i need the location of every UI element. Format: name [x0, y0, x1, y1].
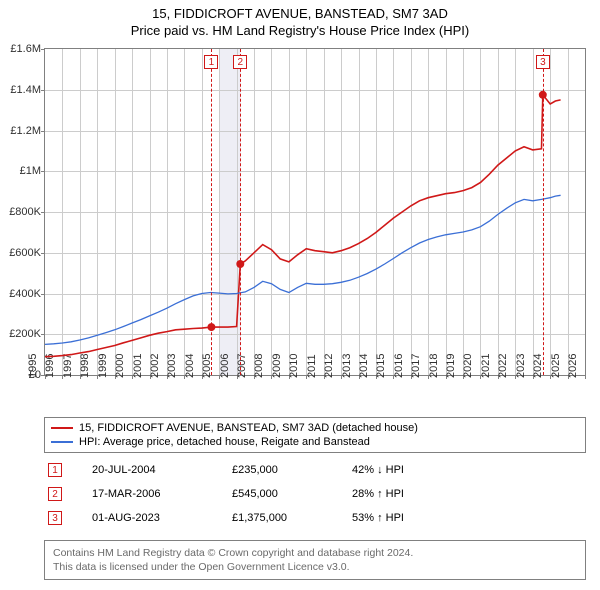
footer-line-2: This data is licensed under the Open Gov… [53, 560, 577, 574]
legend-label: HPI: Average price, detached house, Reig… [79, 436, 370, 448]
y-axis-label: £200K [9, 328, 41, 340]
legend-row: HPI: Average price, detached house, Reig… [51, 435, 579, 449]
y-axis-label: £400K [9, 288, 41, 300]
event-dashed-line [240, 49, 241, 375]
y-axis-label: £800K [9, 206, 41, 218]
event-marker-box: 3 [536, 55, 550, 69]
footer-attribution: Contains HM Land Registry data © Crown c… [44, 540, 586, 580]
chart-svg [45, 49, 585, 375]
event-row: 2 17-MAR-2006 £545,000 28% ↑ HPI [44, 482, 586, 506]
events-table: 1 20-JUL-2004 £235,000 42% ↓ HPI 2 17-MA… [44, 458, 586, 530]
event-date: 17-MAR-2006 [92, 488, 232, 500]
legend-swatch [51, 427, 73, 429]
y-axis-label: £1.4M [10, 84, 41, 96]
event-pct: 28% ↑ HPI [352, 488, 586, 500]
legend-label: 15, FIDDICROFT AVENUE, BANSTEAD, SM7 3AD… [79, 422, 418, 434]
event-dashed-line [543, 49, 544, 375]
event-price: £235,000 [232, 464, 352, 476]
event-price: £1,375,000 [232, 512, 352, 524]
title-line-1: 15, FIDDICROFT AVENUE, BANSTEAD, SM7 3AD [0, 6, 600, 23]
x-axis-label: 1995 [27, 354, 39, 378]
series-property [45, 95, 561, 357]
x-tick [585, 375, 586, 379]
title-line-2: Price paid vs. HM Land Registry's House … [0, 23, 600, 40]
event-marker-box: 1 [204, 55, 218, 69]
event-pct: 42% ↓ HPI [352, 464, 586, 476]
event-date: 01-AUG-2023 [92, 512, 232, 524]
event-dashed-line [211, 49, 212, 375]
y-axis-label: £1M [20, 165, 41, 177]
event-date: 20-JUL-2004 [92, 464, 232, 476]
chart-plot-area: £0£200K£400K£600K£800K£1M£1.2M£1.4M£1.6M… [44, 48, 586, 376]
y-axis-label: £1.2M [10, 125, 41, 137]
legend-row: 15, FIDDICROFT AVENUE, BANSTEAD, SM7 3AD… [51, 421, 579, 435]
chart-title: 15, FIDDICROFT AVENUE, BANSTEAD, SM7 3AD… [0, 0, 600, 40]
event-number-box: 2 [48, 487, 62, 501]
event-row: 1 20-JUL-2004 £235,000 42% ↓ HPI [44, 458, 586, 482]
series-hpi [45, 195, 561, 344]
event-number-box: 1 [48, 463, 62, 477]
event-row: 3 01-AUG-2023 £1,375,000 53% ↑ HPI [44, 506, 586, 530]
legend-swatch [51, 441, 73, 443]
y-axis-label: £600K [9, 247, 41, 259]
event-number-box: 3 [48, 511, 62, 525]
y-axis-label: £1.6M [10, 43, 41, 55]
legend: 15, FIDDICROFT AVENUE, BANSTEAD, SM7 3AD… [44, 417, 586, 453]
event-price: £545,000 [232, 488, 352, 500]
event-pct: 53% ↑ HPI [352, 512, 586, 524]
event-marker-box: 2 [233, 55, 247, 69]
footer-line-1: Contains HM Land Registry data © Crown c… [53, 546, 577, 560]
